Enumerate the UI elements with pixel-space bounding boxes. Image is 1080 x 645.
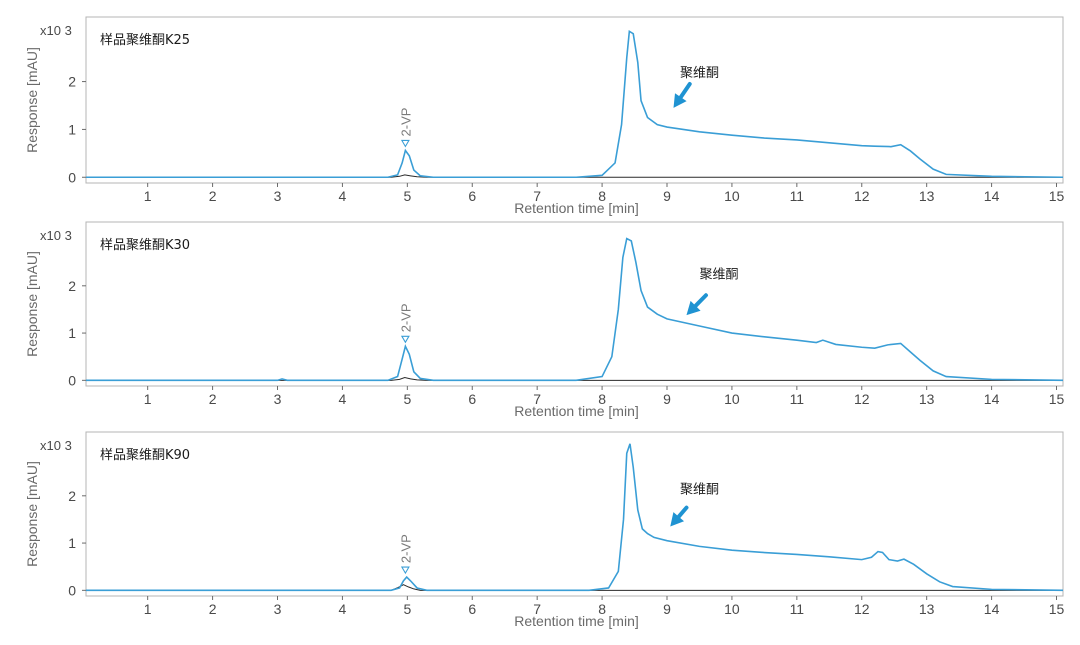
x-tick-label: 2 (209, 391, 217, 407)
y-axis-label: Response [mAU] (24, 461, 40, 567)
x-tick-label: 1 (144, 601, 152, 617)
x-tick-label: 3 (274, 188, 282, 204)
peak-label-2vp: 2-VP (398, 108, 413, 137)
x-tick-label: 5 (403, 601, 411, 617)
arrow-head-icon (686, 300, 701, 316)
chromatogram-trace (86, 30, 1064, 179)
x-tick-label: 15 (1049, 391, 1065, 407)
x-tick-label: 14 (984, 391, 1000, 407)
sample-name-label: 样品聚维酮K30 (100, 238, 190, 253)
x-tick-label: 15 (1049, 188, 1065, 204)
x-tick-label: 13 (919, 391, 935, 407)
sample-name-label: 样品聚维酮K25 (100, 33, 190, 48)
y-tick-label: 2 (68, 488, 76, 504)
x-tick-label: 11 (790, 391, 805, 407)
panel-1-frame (85, 16, 1064, 184)
y-axis-label: Response [mAU] (24, 47, 40, 153)
x-axis-label: Retention time [min] (514, 613, 639, 629)
chromatogram-trace (86, 443, 1064, 592)
x-tick-label: 11 (790, 188, 805, 204)
peak-marker-icon (400, 139, 410, 148)
x-tick-label: 10 (724, 391, 740, 407)
x-tick-label: 6 (468, 391, 476, 407)
panel-2-frame (85, 221, 1064, 387)
x-tick-label: 10 (724, 601, 740, 617)
x-tick-label: 7 (533, 391, 541, 407)
x-tick-label: 1 (144, 188, 152, 204)
x-tick-label: 12 (854, 391, 870, 407)
y-tick-label: 0 (68, 582, 76, 598)
x-tick-label: 8 (598, 601, 606, 617)
annotation-arrow (676, 505, 689, 519)
x-tick-label: 9 (663, 601, 671, 617)
x-tick-label: 13 (919, 601, 935, 617)
x-tick-label: 14 (984, 188, 1000, 204)
x-tick-label: 13 (919, 188, 935, 204)
reference-trace (86, 376, 1063, 381)
y-tick-label: 0 (68, 169, 76, 185)
x-tick-label: 6 (468, 188, 476, 204)
x-axis-label: Retention time [min] (514, 200, 639, 216)
x-axis-label: Retention time [min] (514, 403, 639, 419)
x-tick-label: 5 (403, 188, 411, 204)
x-tick-label: 4 (339, 391, 347, 407)
y-tick-label: 1 (68, 325, 76, 341)
annotation-arrow (693, 293, 708, 308)
y-tick-label: 0 (68, 372, 76, 388)
annotation-label: 聚维酮 (680, 66, 719, 81)
y-multiplier-label: x10 3 (40, 228, 72, 243)
x-tick-label: 2 (209, 601, 217, 617)
panel-3-frame (85, 431, 1064, 597)
x-tick-label: 3 (274, 391, 282, 407)
y-multiplier-label: x10 3 (40, 438, 72, 453)
y-tick-label: 2 (68, 278, 76, 294)
x-tick-label: 4 (339, 601, 347, 617)
x-tick-label: 1 (144, 391, 152, 407)
annotation-label: 聚维酮 (680, 482, 719, 497)
x-tick-label: 7 (533, 601, 541, 617)
x-tick-label: 12 (854, 188, 870, 204)
y-tick-label: 1 (68, 121, 76, 137)
x-tick-label: 8 (598, 391, 606, 407)
x-tick-label: 8 (598, 188, 606, 204)
y-axis-label: Response [mAU] (24, 251, 40, 357)
x-tick-label: 12 (854, 601, 870, 617)
x-tick-label: 5 (403, 391, 411, 407)
peak-label-2vp: 2-VP (398, 303, 413, 332)
peak-marker-icon (400, 335, 410, 344)
x-tick-label: 6 (468, 601, 476, 617)
sample-name-label: 样品聚维酮K90 (100, 448, 190, 463)
y-tick-label: 1 (68, 535, 76, 551)
x-tick-label: 7 (533, 188, 541, 204)
chromatogram-trace (86, 237, 1064, 382)
y-multiplier-label: x10 3 (40, 23, 72, 38)
x-tick-label: 2 (209, 188, 217, 204)
annotation-label: 聚维酮 (699, 268, 738, 283)
x-tick-label: 10 (724, 188, 740, 204)
y-tick-label: 2 (68, 74, 76, 90)
x-tick-label: 4 (339, 188, 347, 204)
x-tick-label: 15 (1049, 601, 1065, 617)
peak-label-2vp: 2-VP (398, 534, 413, 563)
arrow-head-icon (670, 512, 685, 527)
x-tick-label: 14 (984, 601, 1000, 617)
reference-trace (86, 174, 1063, 178)
x-tick-label: 11 (790, 601, 805, 617)
peak-marker-icon (400, 566, 410, 575)
x-tick-label: 9 (663, 188, 671, 204)
annotation-arrow (678, 81, 692, 100)
x-tick-label: 3 (274, 601, 282, 617)
arrow-head-icon (673, 93, 687, 108)
x-tick-label: 9 (663, 391, 671, 407)
